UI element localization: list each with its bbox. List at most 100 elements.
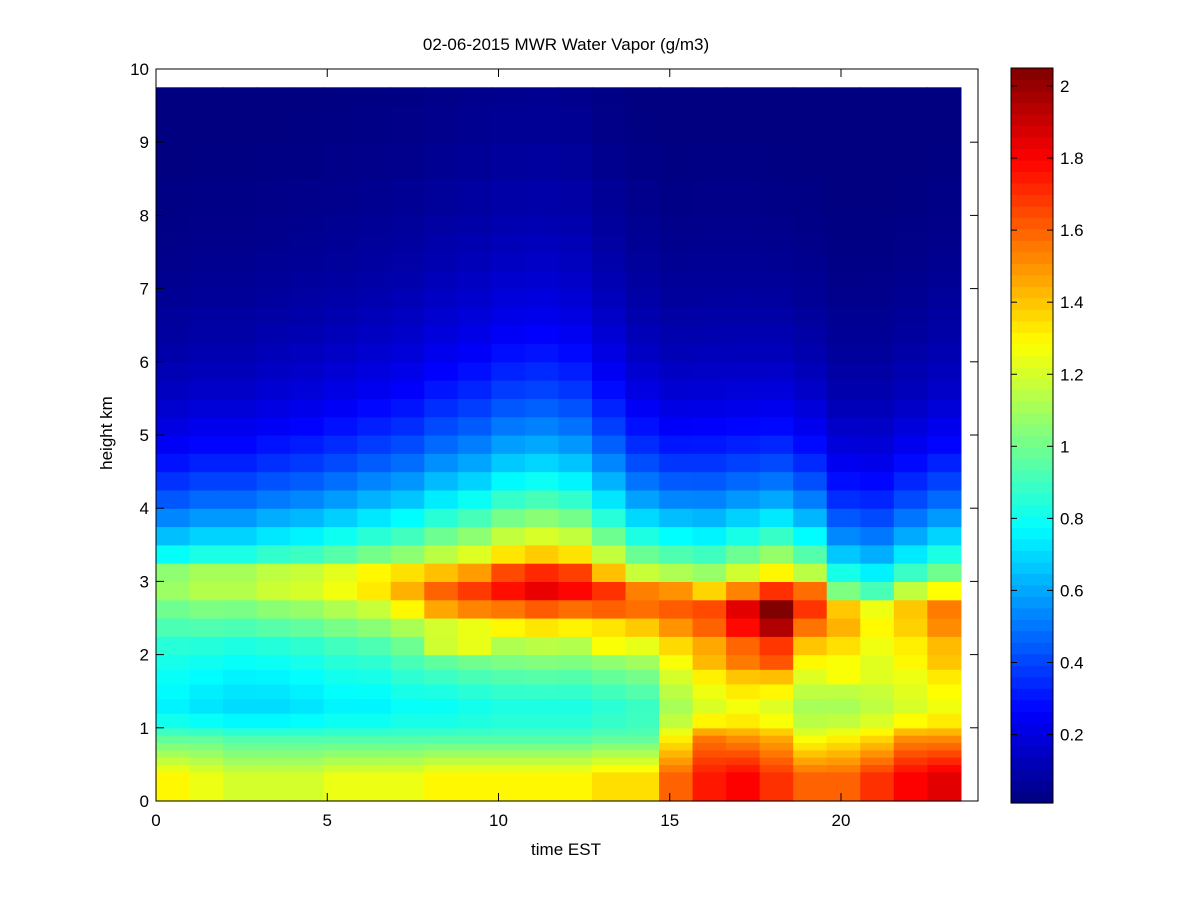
heatmap-cell — [390, 793, 425, 802]
heatmap-cell — [357, 105, 392, 143]
heatmap-cell — [927, 735, 962, 744]
heatmap-cell — [189, 105, 224, 143]
heatmap-cell — [424, 757, 459, 765]
heatmap-cell — [826, 508, 861, 528]
heatmap-cell — [256, 471, 291, 491]
heatmap-cell — [726, 771, 761, 780]
heatmap-cell — [323, 683, 358, 700]
heatmap-cell — [893, 749, 928, 758]
heatmap-cell — [860, 654, 895, 670]
heatmap-cell — [357, 771, 392, 780]
heatmap-cell — [390, 636, 425, 656]
heatmap-cell — [189, 343, 224, 363]
heatmap-cell — [424, 489, 459, 509]
heatmap-cell — [625, 742, 660, 751]
heatmap-cell — [659, 563, 694, 582]
heatmap-cell — [156, 771, 191, 780]
heatmap-cell — [759, 764, 794, 773]
heatmap-cell — [390, 683, 425, 700]
heatmap-cell — [424, 544, 459, 564]
colorbar-swatch — [1011, 446, 1053, 460]
heatmap-cell — [893, 489, 928, 509]
heatmap-cell — [156, 669, 191, 685]
heatmap-cell — [625, 786, 660, 795]
heatmap-cell — [927, 786, 962, 795]
heatmap-cell — [893, 453, 928, 473]
heatmap-cell — [860, 105, 895, 143]
heatmap-cell — [424, 178, 459, 216]
heatmap-cell — [223, 178, 258, 216]
heatmap-cell — [256, 105, 291, 143]
heatmap-cell — [357, 416, 392, 436]
heatmap-cell — [826, 453, 861, 473]
heatmap-cell — [256, 618, 291, 637]
heatmap-cell — [290, 669, 325, 685]
heatmap-cell — [357, 87, 392, 107]
heatmap-cell — [893, 544, 928, 564]
heatmap-cell — [189, 178, 224, 216]
heatmap-cell — [692, 288, 727, 308]
heatmap-cell — [591, 435, 627, 454]
heatmap-cell — [156, 471, 191, 491]
heatmap-cell — [558, 215, 593, 235]
heatmap-cell — [357, 757, 392, 765]
heatmap-cell — [860, 793, 895, 802]
heatmap-cell — [256, 786, 291, 795]
heatmap-cell — [323, 361, 358, 381]
colorbar-swatch — [1011, 136, 1053, 149]
heatmap-cell — [357, 563, 392, 582]
heatmap-cell — [927, 233, 962, 253]
heatmap-cell — [793, 416, 828, 436]
heatmap-cell — [692, 105, 727, 143]
heatmap-cell — [524, 757, 560, 765]
heatmap-cell — [357, 142, 392, 180]
heatmap-cell — [323, 380, 358, 399]
heatmap-cell — [256, 727, 291, 736]
colorbar-swatch — [1011, 79, 1053, 92]
heatmap-cell — [893, 398, 928, 418]
heatmap-cell — [591, 380, 627, 399]
heatmap-cell — [256, 757, 291, 765]
colorbar-swatch — [1011, 389, 1053, 402]
heatmap-cell — [860, 599, 895, 619]
heatmap-cell — [793, 771, 828, 780]
heatmap-cell — [860, 563, 895, 582]
heatmap-cell — [457, 683, 492, 700]
heatmap-cell — [189, 683, 224, 700]
heatmap-cell — [558, 471, 593, 491]
y-tick-label: 5 — [140, 426, 149, 445]
heatmap-cell — [524, 742, 560, 751]
heatmap-cell — [692, 325, 727, 345]
heatmap-cell — [793, 380, 828, 399]
heatmap-cell — [625, 489, 660, 509]
heatmap-cell — [558, 713, 593, 729]
heatmap-cell — [860, 771, 895, 780]
heatmap-cell — [726, 618, 761, 637]
heatmap-cell — [591, 270, 627, 290]
heatmap-cell — [256, 654, 291, 670]
heatmap-cell — [290, 771, 325, 780]
heatmap-cell — [189, 416, 224, 436]
heatmap-cell — [659, 252, 694, 271]
heatmap-cell — [524, 270, 560, 290]
heatmap-cell — [156, 142, 191, 180]
heatmap-cell — [826, 435, 861, 454]
heatmap-cell — [390, 544, 425, 564]
heatmap-cell — [759, 713, 794, 729]
heatmap-cell — [491, 361, 526, 381]
heatmap-cell — [927, 270, 962, 290]
heatmap-cell — [692, 618, 727, 637]
heatmap-cell — [256, 636, 291, 656]
heatmap-cell — [424, 764, 459, 773]
heatmap-cell — [189, 215, 224, 235]
heatmap-cell — [390, 270, 425, 290]
heatmap-cell — [323, 87, 358, 107]
heatmap-cell — [893, 581, 928, 601]
heatmap-cell — [692, 343, 727, 363]
heatmap-cell — [893, 563, 928, 582]
heatmap-cell — [390, 435, 425, 454]
heatmap-cell — [826, 325, 861, 345]
heatmap-cell — [290, 252, 325, 271]
heatmap-cell — [290, 735, 325, 744]
heatmap-cell — [290, 105, 325, 143]
